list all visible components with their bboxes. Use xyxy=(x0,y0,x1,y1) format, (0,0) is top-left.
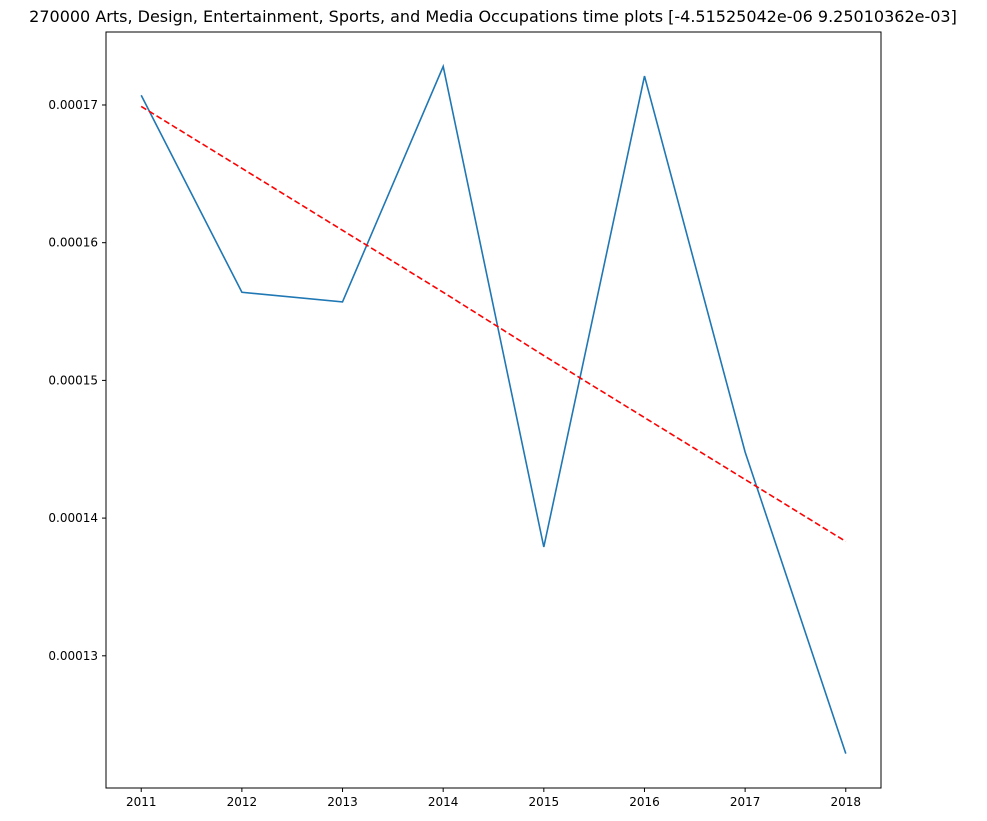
plot-area xyxy=(105,31,882,789)
x-tick-label: 2012 xyxy=(227,795,258,809)
x-tick-label: 2011 xyxy=(126,795,157,809)
y-tick-label: 0.00016 xyxy=(48,236,98,250)
y-tick-label: 0.00014 xyxy=(48,511,98,525)
chart-title: 270000 Arts, Design, Entertainment, Spor… xyxy=(29,7,957,26)
x-axis: 2011 2012 2013 2014 2015 2016 2017 2018 xyxy=(126,788,861,809)
x-tick-label: 2014 xyxy=(428,795,459,809)
x-tick-label: 2016 xyxy=(629,795,660,809)
series-layer xyxy=(140,63,847,754)
axes-frame xyxy=(105,31,882,789)
x-tick-label: 2015 xyxy=(529,795,560,809)
x-tick-label: 2017 xyxy=(730,795,761,809)
y-tick-label: 0.00015 xyxy=(48,373,98,387)
y-tick-label: 0.00013 xyxy=(48,649,98,663)
series-line xyxy=(140,63,847,754)
y-axis: 0.00013 0.00014 0.00015 0.00016 0.00017 xyxy=(48,98,106,663)
x-tick-label: 2018 xyxy=(830,795,861,809)
y-tick-label: 0.00017 xyxy=(48,98,98,112)
trend-line xyxy=(140,105,847,543)
x-tick-label: 2013 xyxy=(327,795,358,809)
